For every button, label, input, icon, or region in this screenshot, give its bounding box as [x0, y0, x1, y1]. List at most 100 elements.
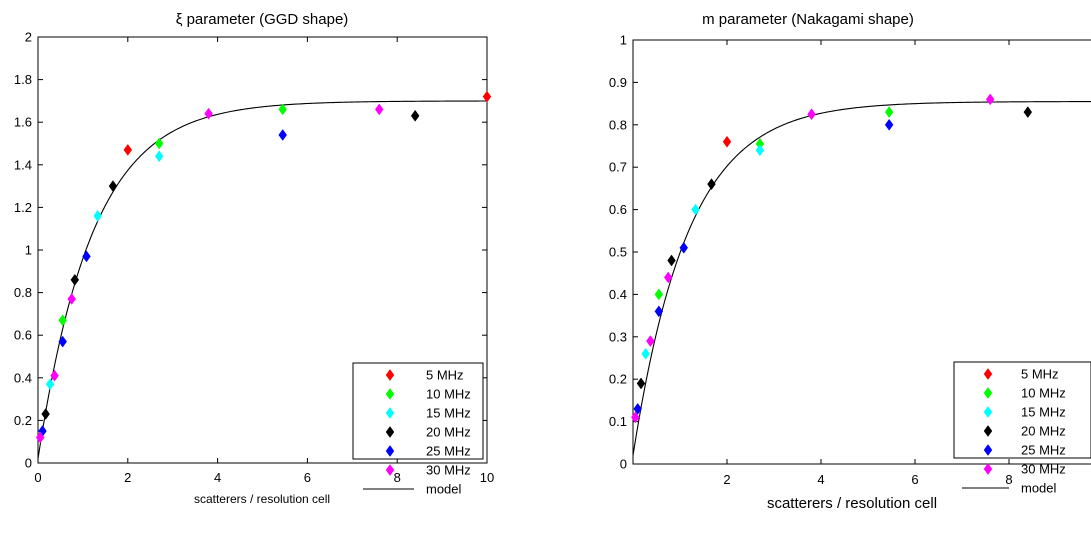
legend-marker — [385, 445, 395, 457]
data-point — [374, 103, 384, 116]
data-point — [679, 241, 689, 254]
x-tick-label: 6 — [911, 472, 918, 487]
y-tick-label: 0.4 — [609, 287, 627, 302]
x-tick-label: 2 — [124, 470, 131, 485]
y-tick-label: 0.2 — [14, 413, 32, 428]
data-point — [45, 378, 55, 391]
y-tick-label: 0.8 — [14, 285, 32, 300]
y-tick-label: 1.2 — [14, 200, 32, 215]
x-axis-label: scatterers / resolution cell — [194, 492, 330, 506]
y-tick-label: 0.6 — [14, 328, 32, 343]
legend-marker — [385, 426, 395, 438]
y-tick-label: 0.9 — [609, 75, 627, 90]
data-point — [67, 293, 76, 305]
data-point — [722, 135, 732, 148]
y-tick-label: 2 — [25, 30, 32, 45]
data-point — [50, 369, 59, 382]
y-tick-label: 1 — [620, 33, 627, 48]
legend-label: 5 MHz — [426, 368, 464, 383]
data-point — [755, 144, 765, 157]
legend-label: 30 MHz — [426, 463, 471, 478]
legend: 5 MHz 10 MHz 15 MHz 20 MHz 25 MHz 30 MHz model — [352, 362, 484, 497]
data-point — [204, 107, 213, 120]
y-tick-label: 1.6 — [14, 115, 32, 130]
y-tick-label: 0.6 — [609, 202, 627, 217]
data-point — [985, 93, 995, 106]
legend-label: 10 MHz — [1021, 386, 1066, 401]
x-tick-labels: 0 2 4 6 8 10 — [34, 470, 494, 485]
legend-label: 15 MHz — [1021, 405, 1066, 420]
data-point — [636, 377, 646, 390]
data-point — [108, 180, 118, 193]
chart-ggd-shape: ξ parameter (GGD shape) 0 0.2 0.4 0.6 0.8 1 1.… — [14, 11, 494, 506]
x-tick-label: 0 — [34, 470, 41, 485]
legend-label: 20 MHz — [1021, 424, 1066, 439]
data-point — [154, 137, 164, 150]
chart-title: m parameter (Nakagami shape) — [702, 11, 914, 28]
legend-label: 25 MHz — [1021, 443, 1066, 458]
data-points — [631, 93, 1033, 424]
chart-title: ξ parameter (GGD shape) — [176, 11, 349, 28]
legend-label: 5 MHz — [1021, 367, 1059, 382]
model-curve — [37, 100, 487, 459]
data-point — [654, 305, 664, 318]
legend-marker — [983, 463, 993, 475]
y-tick-label: 1.4 — [14, 157, 32, 172]
y-tick-labels: 0 0.1 0.2 0.3 0.4 0.5 0.6 0.7 0.8 0.9 1 — [609, 33, 627, 472]
x-tick-label: 4 — [214, 470, 221, 485]
data-point — [58, 335, 67, 348]
data-point — [807, 108, 816, 121]
data-point — [663, 271, 673, 284]
data-point — [278, 103, 287, 116]
y-tick-label: 0.8 — [609, 117, 627, 132]
data-point — [278, 129, 287, 141]
y-tick-label: 1 — [25, 243, 32, 258]
data-point — [707, 178, 716, 191]
data-point — [633, 402, 642, 415]
data-point — [641, 347, 650, 360]
legend-label: model — [1021, 481, 1057, 496]
legend-marker — [983, 406, 993, 418]
data-point — [154, 150, 164, 163]
data-point — [667, 254, 676, 267]
x-tick-label: 8 — [394, 470, 401, 485]
legend-label: 10 MHz — [426, 387, 471, 402]
legend-label: 15 MHz — [426, 406, 471, 421]
data-point — [41, 408, 50, 420]
x-axis-label: scatterers / resolution cell — [767, 495, 937, 512]
data-point — [482, 90, 492, 103]
data-point — [410, 109, 420, 122]
y-tick-label: 0.3 — [609, 329, 627, 344]
y-tick-label: 0 — [620, 457, 627, 472]
y-tick-label: 0.4 — [14, 370, 32, 385]
y-tick-label: 0.7 — [609, 160, 627, 175]
data-point — [58, 314, 67, 327]
y-tick-label: 1.8 — [14, 72, 32, 87]
legend-marker — [983, 444, 993, 456]
data-point — [123, 143, 133, 156]
data-point — [691, 203, 700, 216]
x-tick-label: 2 — [723, 472, 730, 487]
data-point — [884, 106, 894, 119]
legend-label: 20 MHz — [426, 425, 471, 440]
data-point — [35, 431, 45, 444]
legend-label: model — [426, 482, 462, 497]
data-point — [654, 288, 664, 301]
y-tick-label: 0 — [25, 456, 32, 471]
legend-marker — [385, 407, 395, 419]
legend-label: 30 MHz — [1021, 462, 1066, 477]
y-tick-label: 0.1 — [609, 414, 627, 429]
chart-nakagami-shape: m parameter (Nakagami shape) 0 0.1 0.2 0.3 0… — [609, 11, 1091, 512]
data-point — [70, 273, 80, 286]
data-point — [1023, 106, 1033, 119]
data-point — [884, 118, 894, 131]
legend-marker — [983, 387, 993, 399]
legend-marker — [385, 388, 395, 400]
data-point — [93, 209, 102, 222]
legend-box — [953, 361, 1091, 459]
y-tick-label: 0.2 — [609, 372, 627, 387]
y-tick-labels: 0 0.2 0.4 0.6 0.8 1 1.2 1.4 1.6 1.8 2 — [14, 30, 32, 471]
x-tick-label: 6 — [304, 470, 311, 485]
